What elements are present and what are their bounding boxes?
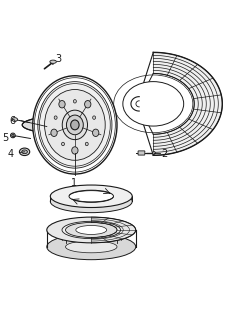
Ellipse shape — [22, 116, 106, 134]
Ellipse shape — [33, 76, 117, 174]
Ellipse shape — [50, 190, 132, 213]
Ellipse shape — [50, 185, 132, 207]
Ellipse shape — [66, 222, 117, 237]
Ellipse shape — [44, 90, 105, 160]
Text: 3: 3 — [55, 53, 61, 64]
Ellipse shape — [12, 118, 18, 121]
Text: 1: 1 — [71, 178, 77, 188]
Text: 4: 4 — [8, 149, 14, 159]
Ellipse shape — [66, 115, 83, 135]
Text: 6: 6 — [9, 116, 15, 126]
Ellipse shape — [59, 100, 65, 108]
Ellipse shape — [50, 60, 56, 63]
Ellipse shape — [22, 150, 27, 154]
Ellipse shape — [11, 133, 15, 138]
Ellipse shape — [93, 129, 99, 137]
Ellipse shape — [62, 221, 121, 239]
Ellipse shape — [66, 241, 117, 253]
Ellipse shape — [85, 142, 88, 146]
Ellipse shape — [153, 152, 155, 154]
FancyBboxPatch shape — [138, 151, 145, 155]
Ellipse shape — [47, 234, 136, 260]
Ellipse shape — [136, 101, 143, 107]
Text: 2: 2 — [161, 149, 168, 159]
Ellipse shape — [47, 217, 136, 243]
Text: 5: 5 — [3, 133, 9, 143]
Ellipse shape — [12, 134, 14, 137]
Ellipse shape — [62, 142, 65, 146]
Ellipse shape — [38, 82, 112, 168]
Ellipse shape — [131, 97, 147, 111]
Polygon shape — [153, 52, 222, 155]
Ellipse shape — [84, 52, 222, 155]
Ellipse shape — [54, 116, 57, 119]
Ellipse shape — [19, 148, 30, 156]
Ellipse shape — [93, 116, 95, 119]
Ellipse shape — [69, 195, 113, 207]
Ellipse shape — [123, 82, 184, 126]
Ellipse shape — [85, 100, 91, 108]
Ellipse shape — [62, 110, 88, 140]
Ellipse shape — [51, 129, 57, 137]
Ellipse shape — [71, 120, 79, 130]
Ellipse shape — [76, 226, 107, 235]
Ellipse shape — [73, 100, 76, 103]
Ellipse shape — [69, 190, 113, 202]
Ellipse shape — [72, 147, 78, 154]
